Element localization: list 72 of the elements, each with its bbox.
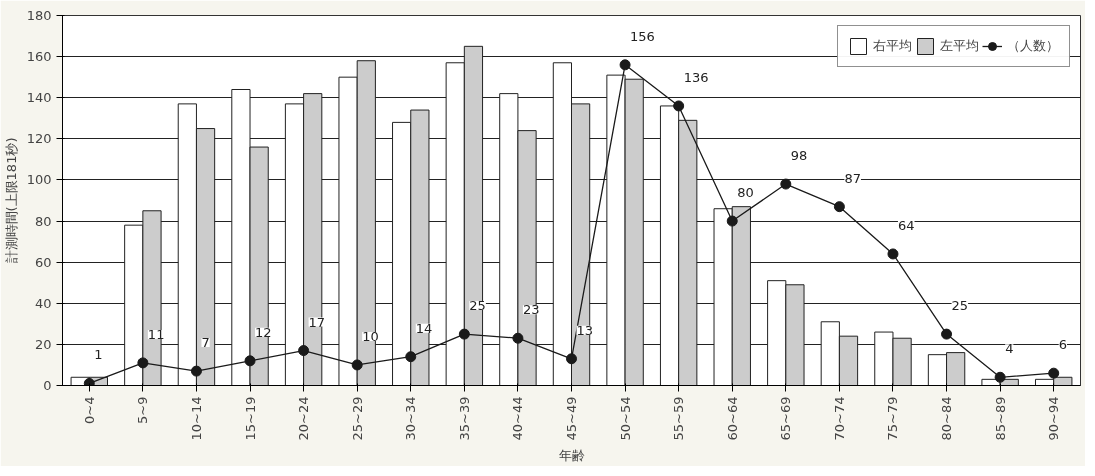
point bbox=[351, 359, 363, 371]
x-tick-label: 70~74 bbox=[831, 396, 847, 441]
x-tick-label: 90~94 bbox=[1046, 396, 1062, 441]
y-tick-label: 40 bbox=[34, 295, 52, 311]
y-tick-label: 80 bbox=[34, 213, 52, 229]
x-tick-label: 45~49 bbox=[564, 396, 579, 441]
data-label: 10 bbox=[362, 328, 379, 344]
data-label: 87 bbox=[844, 170, 861, 186]
data-label: 6 bbox=[1058, 337, 1067, 353]
data-label: 80 bbox=[737, 185, 754, 201]
x-tick-label: 5~9 bbox=[135, 396, 151, 424]
point bbox=[887, 248, 899, 260]
legend-label: （人数） bbox=[1007, 37, 1059, 55]
y-tick-label: 0 bbox=[43, 378, 52, 393]
x-axis-title: 年齢 bbox=[558, 448, 585, 464]
point bbox=[780, 178, 792, 190]
y-tick-label: 120 bbox=[26, 131, 52, 147]
data-label: 136 bbox=[683, 69, 709, 85]
data-label: 23 bbox=[522, 302, 540, 318]
point bbox=[941, 328, 953, 340]
point bbox=[1048, 367, 1060, 379]
point bbox=[458, 328, 470, 340]
point bbox=[833, 201, 845, 213]
x-tick-label: 50~54 bbox=[617, 396, 633, 441]
legend-label: 右平均 bbox=[873, 37, 912, 55]
point bbox=[619, 59, 631, 71]
data-label: 25 bbox=[469, 298, 486, 314]
x-tick-label: 10~14 bbox=[188, 396, 204, 441]
point bbox=[405, 351, 417, 363]
data-label: 17 bbox=[308, 314, 326, 330]
data-label: 7 bbox=[201, 335, 210, 351]
point bbox=[673, 100, 685, 112]
point bbox=[994, 371, 1006, 383]
x-tick-label: 25~29 bbox=[349, 396, 365, 441]
x-tick-label: 40~44 bbox=[510, 396, 526, 441]
data-label: 64 bbox=[897, 217, 915, 233]
y-tick-label: 100 bbox=[26, 172, 52, 188]
y-tick-label: 60 bbox=[34, 254, 52, 270]
y-tick-label: 160 bbox=[26, 49, 52, 65]
data-label: 11 bbox=[147, 326, 165, 342]
x-tick-label: 80~84 bbox=[939, 396, 955, 441]
point bbox=[726, 215, 738, 227]
y-axis-title: 計測時間(上限181秒) bbox=[3, 137, 19, 264]
x-tick-label: 60~64 bbox=[724, 396, 740, 441]
data-label: 4 bbox=[1005, 341, 1014, 357]
data-label: 98 bbox=[790, 148, 808, 164]
data-label: 12 bbox=[255, 324, 272, 340]
point bbox=[512, 332, 524, 344]
data-label: 25 bbox=[951, 298, 969, 314]
x-tick-label: 30~34 bbox=[403, 396, 419, 441]
x-tick-label: 75~79 bbox=[885, 396, 901, 441]
y-tick-label: 180 bbox=[26, 8, 52, 23]
data-label: 14 bbox=[415, 320, 433, 336]
point bbox=[244, 355, 256, 367]
data-label: 1 bbox=[94, 347, 103, 363]
x-tick-label: 20~24 bbox=[296, 396, 312, 441]
data-label: 13 bbox=[576, 322, 594, 338]
x-tick-label: 0~4 bbox=[81, 396, 97, 424]
x-tick-label: 65~69 bbox=[778, 396, 794, 441]
point bbox=[83, 377, 95, 386]
x-tick-label: 15~19 bbox=[242, 396, 258, 441]
x-tick-label: 35~39 bbox=[456, 396, 472, 441]
point bbox=[566, 353, 577, 365]
point bbox=[298, 345, 310, 357]
x-tick-label: 55~59 bbox=[671, 396, 687, 441]
y-tick-label: 140 bbox=[26, 90, 52, 106]
point bbox=[137, 357, 149, 369]
data-label: 156 bbox=[630, 28, 655, 44]
point bbox=[190, 365, 202, 377]
y-tick-label: 20 bbox=[34, 336, 52, 352]
legend-label: 左平均 bbox=[940, 37, 979, 55]
x-tick-label: 85~89 bbox=[992, 396, 1008, 441]
